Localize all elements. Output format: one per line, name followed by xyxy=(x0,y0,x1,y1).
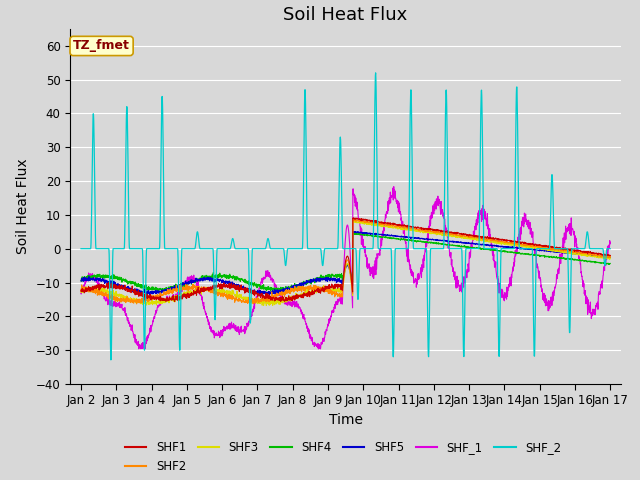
SHF3 xyxy=(262,303,270,309)
SHF4 xyxy=(606,261,614,266)
SHF_2 xyxy=(575,246,582,252)
SHF4 xyxy=(271,289,278,295)
SHF2 xyxy=(361,218,369,224)
SHF3 xyxy=(372,222,380,228)
SHF_2 xyxy=(361,246,369,252)
Line: SHF5: SHF5 xyxy=(81,231,610,295)
SHF_1 xyxy=(315,346,323,352)
SHF_2 xyxy=(77,246,85,252)
SHF2 xyxy=(560,247,568,253)
SHF5 xyxy=(372,231,380,237)
SHF1 xyxy=(77,288,85,294)
SHF4 xyxy=(372,234,380,240)
SHF1 xyxy=(171,299,179,304)
Text: TZ_fmet: TZ_fmet xyxy=(73,39,130,52)
SHF4 xyxy=(355,230,362,236)
SHF5 xyxy=(349,228,356,234)
Line: SHF4: SHF4 xyxy=(81,233,610,292)
X-axis label: Time: Time xyxy=(328,413,363,427)
SHF_1 xyxy=(560,240,568,245)
SHF_2 xyxy=(372,127,380,132)
SHF_1 xyxy=(500,294,508,300)
Title: Soil Heat Flux: Soil Heat Flux xyxy=(284,6,408,24)
SHF3 xyxy=(575,252,582,257)
Line: SHF_2: SHF_2 xyxy=(81,73,610,360)
SHF3 xyxy=(560,249,568,255)
SHF5 xyxy=(606,254,614,260)
SHF1 xyxy=(372,219,380,225)
Line: SHF2: SHF2 xyxy=(81,219,610,304)
SHF_1 xyxy=(77,291,85,297)
SHF_1 xyxy=(575,251,582,257)
SHF1 xyxy=(606,252,614,258)
SHF4 xyxy=(575,257,582,263)
SHF1 xyxy=(575,248,582,253)
SHF_1 xyxy=(606,240,614,245)
SHF4 xyxy=(225,275,232,280)
Line: SHF1: SHF1 xyxy=(81,218,610,301)
Y-axis label: Soil Heat Flux: Soil Heat Flux xyxy=(17,158,30,254)
SHF_2 xyxy=(500,246,508,252)
SHF3 xyxy=(77,290,85,296)
SHF_2 xyxy=(107,357,115,363)
SHF5 xyxy=(256,292,264,298)
Line: SHF_1: SHF_1 xyxy=(81,187,610,349)
SHF3 xyxy=(361,220,369,226)
Line: SHF3: SHF3 xyxy=(81,221,610,306)
Legend: SHF1, SHF2, SHF3, SHF4, SHF5, SHF_1, SHF_2: SHF1, SHF2, SHF3, SHF4, SHF5, SHF_1, SHF… xyxy=(120,436,566,478)
SHF5 xyxy=(77,278,85,284)
SHF5 xyxy=(361,230,369,236)
SHF_2 xyxy=(560,246,568,252)
SHF_1 xyxy=(225,323,232,328)
SHF_1 xyxy=(390,184,397,190)
SHF2 xyxy=(77,287,85,292)
SHF2 xyxy=(351,216,359,222)
SHF4 xyxy=(77,277,85,283)
SHF5 xyxy=(225,279,232,285)
SHF5 xyxy=(500,244,508,250)
SHF3 xyxy=(606,255,614,261)
SHF2 xyxy=(606,254,614,260)
SHF2 xyxy=(575,250,582,255)
SHF2 xyxy=(500,239,508,245)
SHF1 xyxy=(560,246,568,252)
SHF5 xyxy=(575,252,582,257)
SHF4 xyxy=(500,248,508,254)
SHF1 xyxy=(361,216,369,222)
SHF_2 xyxy=(606,246,614,252)
SHF2 xyxy=(372,221,380,227)
SHF_2 xyxy=(225,246,232,252)
SHF_1 xyxy=(372,266,380,272)
SHF1 xyxy=(225,281,232,287)
SHF1 xyxy=(349,215,357,221)
SHF3 xyxy=(500,241,508,247)
SHF4 xyxy=(560,256,568,262)
SHF2 xyxy=(132,301,140,307)
SHF3 xyxy=(225,290,232,296)
SHF3 xyxy=(349,218,357,224)
SHF5 xyxy=(560,250,568,256)
SHF2 xyxy=(225,291,232,297)
SHF_1 xyxy=(361,250,369,255)
SHF_2 xyxy=(372,70,380,76)
SHF1 xyxy=(500,237,508,243)
SHF4 xyxy=(361,232,369,238)
